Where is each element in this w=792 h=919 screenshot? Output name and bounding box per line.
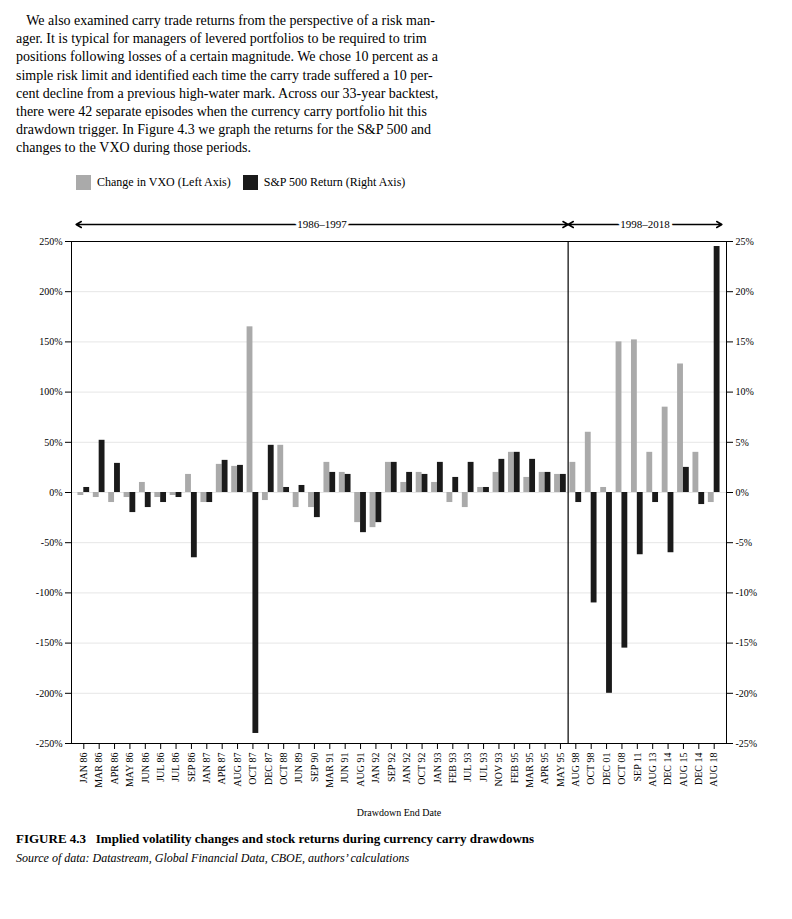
svg-text:AUG 18: AUG 18	[708, 752, 719, 786]
svg-text:APR 95: APR 95	[539, 752, 550, 784]
svg-text:OCT 87: OCT 87	[247, 752, 258, 784]
svg-text:1986–1997: 1986–1997	[297, 218, 347, 230]
html-text:We also examined carry trade r: We also examined carry trade returns fro…	[16, 13, 435, 28]
html-text:cent decline from a previous h: cent decline from a previous high-water …	[16, 85, 439, 101]
svg-text:150%: 150%	[39, 336, 62, 347]
svg-text:AUG 13: AUG 13	[647, 752, 658, 786]
svg-text:200%: 200%	[39, 285, 62, 296]
html-text:positions following losses of: positions following losses of a certain …	[16, 49, 438, 65]
svg-text:JUL 93: JUL 93	[462, 752, 473, 781]
svg-text:Drawdown End Date: Drawdown End Date	[357, 806, 442, 817]
svg-text:MAR 86: MAR 86	[93, 752, 104, 787]
svg-text:JAN 92: JAN 92	[370, 752, 381, 783]
html-text:S&P 500 Return (Right Axis): S&P 500 Return (Right Axis)	[263, 174, 406, 189]
svg-text:MAR 95: MAR 95	[524, 752, 535, 787]
html-text:ager. It is typical for manage: ager. It is typical for managers of leve…	[16, 31, 427, 47]
html-text:there were 42 separate episode: there were 42 separate episodes when the…	[16, 103, 427, 119]
svg-text:10%: 10%	[736, 386, 754, 397]
svg-text:JAN 86: JAN 86	[78, 752, 89, 783]
svg-text:AUG 15: AUG 15	[678, 752, 689, 786]
svg-text:-10%: -10%	[736, 587, 758, 598]
svg-text:OCT 98: OCT 98	[585, 752, 596, 784]
svg-text:JUN 89: JUN 89	[293, 752, 304, 783]
svg-text:MAY 86: MAY 86	[124, 752, 135, 787]
svg-text:SEP 90: SEP 90	[309, 752, 320, 781]
svg-text:MAY 95: MAY 95	[555, 752, 566, 787]
svg-text:OCT 08: OCT 08	[616, 752, 627, 784]
svg-text:APR 87: APR 87	[216, 752, 227, 784]
svg-text:AUG 91: AUG 91	[355, 752, 366, 786]
svg-text:NOV 93: NOV 93	[493, 752, 504, 786]
svg-text:20%: 20%	[736, 285, 754, 296]
svg-text:APR 86: APR 86	[109, 752, 120, 784]
svg-text:AUG 98: AUG 98	[570, 752, 581, 786]
svg-text:-50%: -50%	[41, 536, 63, 547]
svg-text:250%: 250%	[39, 235, 62, 246]
svg-text:JUN 86: JUN 86	[140, 752, 151, 783]
svg-text:-100%: -100%	[36, 587, 63, 598]
svg-text:OCT 92: OCT 92	[416, 752, 427, 784]
svg-text:JUN 91: JUN 91	[339, 752, 350, 783]
svg-text:JAN 87: JAN 87	[201, 752, 212, 783]
svg-text:DEC 14: DEC 14	[662, 752, 673, 785]
svg-text:-25%: -25%	[736, 737, 758, 748]
svg-text:JUL 86: JUL 86	[170, 752, 181, 781]
svg-text:0%: 0%	[49, 486, 62, 497]
svg-text:DEC 01: DEC 01	[601, 752, 612, 785]
svg-text:-5%: -5%	[736, 536, 753, 547]
svg-text:-15%: -15%	[736, 637, 758, 648]
svg-text:MAR 91: MAR 91	[324, 752, 335, 787]
svg-text:25%: 25%	[736, 235, 754, 246]
svg-text:-200%: -200%	[36, 687, 63, 698]
svg-text:0%: 0%	[736, 486, 749, 497]
svg-text:-250%: -250%	[36, 737, 63, 748]
svg-text:OCT 88: OCT 88	[278, 752, 289, 784]
html-text:changes to the VXO during thos: changes to the VXO during those periods.	[16, 140, 251, 156]
svg-text:1998–2018: 1998–2018	[620, 218, 670, 230]
svg-text:SEP 92: SEP 92	[386, 752, 397, 781]
html-text:drawdown trigger. In Figure 4.: drawdown trigger. In Figure 4.3 we graph…	[16, 122, 432, 138]
svg-text:DEC 87: DEC 87	[263, 752, 274, 785]
svg-text:5%: 5%	[736, 436, 749, 447]
svg-text:JAN 93: JAN 93	[432, 752, 443, 783]
html-text:simple risk limit and identifi: simple risk limit and identified each ti…	[16, 67, 433, 83]
svg-text:FEB 93: FEB 93	[447, 752, 458, 783]
svg-text:SEP 11: SEP 11	[632, 752, 643, 781]
svg-text:-150%: -150%	[36, 637, 63, 648]
html-text:FIGURE 4.3 Implied volatility: FIGURE 4.3 Implied volatility changes an…	[16, 830, 535, 846]
svg-text:SEP 86: SEP 86	[186, 752, 197, 781]
svg-text:JUL 93: JUL 93	[478, 752, 489, 781]
svg-text:-20%: -20%	[736, 687, 758, 698]
svg-text:15%: 15%	[736, 336, 754, 347]
html-text:Source of data: Datastream, Gl: Source of data: Datastream, Global Finan…	[16, 850, 410, 865]
svg-text:50%: 50%	[44, 436, 62, 447]
svg-text:100%: 100%	[39, 386, 62, 397]
svg-text:JAN 92: JAN 92	[401, 752, 412, 783]
html-text:Change in VXO (Left Axis): Change in VXO (Left Axis)	[97, 174, 231, 189]
svg-text:FEB 95: FEB 95	[509, 752, 520, 783]
svg-text:AUG 87: AUG 87	[232, 752, 243, 786]
svg-text:DEC 14: DEC 14	[693, 752, 704, 785]
svg-text:JUL 86: JUL 86	[155, 752, 166, 781]
